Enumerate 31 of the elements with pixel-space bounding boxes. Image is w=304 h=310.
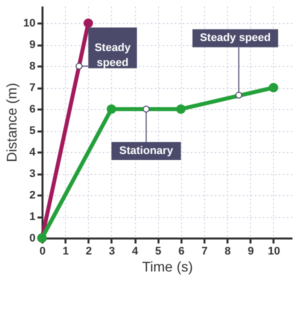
y-tick-label: 7 [29, 82, 36, 94]
x-tick-label: 10 [268, 246, 280, 258]
x-axis-title: Time (s) [142, 258, 193, 274]
annotation: Steady speed [94, 42, 132, 69]
annotation: Stationary [119, 145, 174, 157]
y-tick-label: 1 [29, 211, 36, 224]
y-tick-label: 6 [29, 104, 36, 116]
x-tick-label: 1 [62, 246, 69, 258]
point [176, 104, 186, 114]
point [268, 82, 278, 92]
annotation: Steady speed [200, 32, 271, 44]
y-tick-label: 4 [29, 146, 36, 159]
y-tick-label: 3 [29, 168, 36, 180]
y-axis-title: Distance (m) [3, 82, 20, 162]
x-tick-label: 3 [108, 246, 116, 258]
y-tick-label: 10 [23, 18, 36, 30]
x-tick-label: 5 [155, 246, 162, 258]
x-tick-label: 6 [178, 246, 184, 258]
y-tick-label: 9 [29, 39, 36, 52]
y-tick-label: 0 [29, 232, 36, 244]
x-tick-label: 2 [86, 246, 92, 258]
point [84, 18, 94, 28]
x-tick-label: 8 [224, 246, 231, 258]
y-tick-label: 2 [29, 190, 36, 202]
x-tick-label: 0 [39, 246, 46, 258]
y-tick-label: 5 [29, 125, 36, 138]
x-tick-label: 4 [132, 246, 140, 258]
point [106, 104, 116, 114]
x-tick-label: 7 [201, 246, 208, 258]
y-tick-label: 8 [29, 60, 36, 73]
x-tick-label: 9 [248, 246, 254, 258]
